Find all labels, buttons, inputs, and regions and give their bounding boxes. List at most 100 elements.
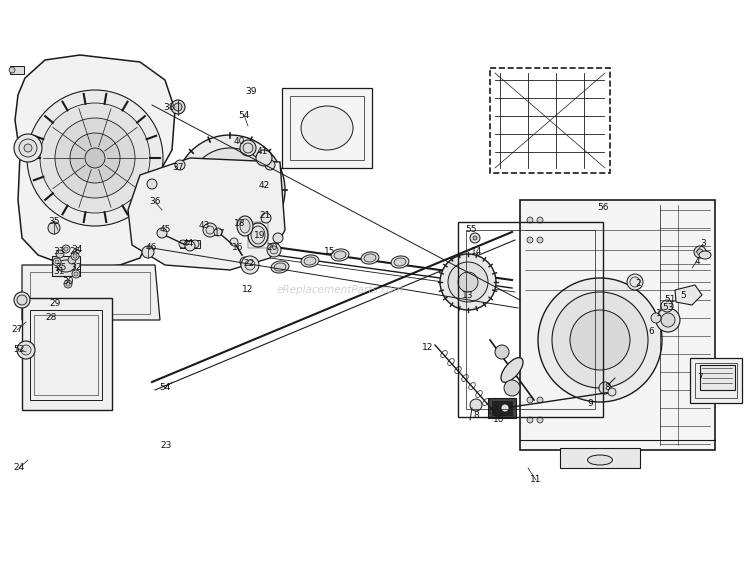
- Circle shape: [448, 262, 488, 302]
- Bar: [282, 88, 372, 168]
- Text: 42: 42: [258, 182, 270, 191]
- Text: 32: 32: [70, 263, 82, 272]
- Polygon shape: [128, 158, 285, 270]
- Circle shape: [470, 399, 482, 411]
- Text: 6: 6: [648, 327, 654, 336]
- Circle shape: [72, 270, 80, 278]
- Text: 33: 33: [53, 247, 64, 256]
- Circle shape: [537, 417, 543, 423]
- Text: 23: 23: [160, 441, 172, 451]
- Circle shape: [48, 222, 60, 234]
- Ellipse shape: [251, 226, 265, 244]
- Circle shape: [694, 246, 706, 258]
- Text: 15: 15: [324, 247, 336, 255]
- Circle shape: [19, 139, 37, 157]
- Text: 24: 24: [13, 464, 25, 473]
- Circle shape: [267, 243, 281, 257]
- Text: eReplacementParts.com: eReplacementParts.com: [277, 285, 404, 295]
- Circle shape: [179, 240, 187, 248]
- Bar: [30, 310, 102, 400]
- Text: 54: 54: [159, 384, 171, 392]
- Text: 53: 53: [662, 303, 674, 312]
- Circle shape: [240, 257, 250, 267]
- Circle shape: [661, 300, 673, 312]
- Bar: [490, 68, 610, 173]
- Circle shape: [175, 135, 285, 245]
- Bar: [488, 398, 516, 418]
- Ellipse shape: [394, 258, 406, 266]
- Text: 3: 3: [700, 239, 706, 248]
- Circle shape: [273, 233, 283, 243]
- Circle shape: [697, 249, 703, 255]
- Ellipse shape: [248, 223, 268, 247]
- Circle shape: [14, 292, 30, 308]
- Text: 43: 43: [198, 221, 210, 230]
- Circle shape: [188, 148, 272, 232]
- Bar: [180, 240, 200, 248]
- Circle shape: [174, 103, 182, 111]
- Text: 10: 10: [494, 414, 505, 423]
- Circle shape: [261, 213, 271, 223]
- Circle shape: [202, 162, 258, 218]
- Circle shape: [214, 228, 222, 236]
- Text: 26: 26: [69, 247, 81, 256]
- Text: 5: 5: [680, 290, 686, 299]
- Circle shape: [570, 310, 630, 370]
- Bar: [290, 96, 364, 160]
- Circle shape: [64, 247, 68, 251]
- Ellipse shape: [501, 358, 523, 383]
- Text: 21: 21: [260, 211, 271, 220]
- Circle shape: [608, 388, 616, 396]
- Circle shape: [651, 313, 661, 323]
- Circle shape: [527, 417, 533, 423]
- Circle shape: [241, 256, 259, 274]
- Bar: [248, 222, 268, 248]
- Circle shape: [9, 67, 15, 73]
- Circle shape: [68, 256, 76, 264]
- Polygon shape: [22, 265, 160, 320]
- Circle shape: [66, 282, 70, 286]
- Circle shape: [552, 292, 648, 388]
- Circle shape: [40, 103, 150, 213]
- Text: 13: 13: [462, 291, 474, 301]
- Text: 35: 35: [48, 217, 60, 225]
- Text: 22: 22: [243, 259, 254, 268]
- Circle shape: [71, 252, 79, 260]
- Circle shape: [265, 160, 275, 170]
- Text: 45: 45: [159, 225, 171, 234]
- Circle shape: [216, 176, 244, 204]
- Ellipse shape: [331, 249, 349, 261]
- Text: 19: 19: [254, 230, 266, 239]
- Text: 14: 14: [471, 247, 483, 255]
- Circle shape: [240, 140, 256, 156]
- Circle shape: [527, 217, 533, 223]
- Ellipse shape: [391, 256, 409, 268]
- Circle shape: [55, 260, 59, 264]
- Text: 36: 36: [149, 198, 160, 207]
- Text: 40: 40: [233, 136, 244, 145]
- Circle shape: [458, 272, 478, 292]
- Circle shape: [24, 144, 32, 152]
- Circle shape: [206, 226, 214, 234]
- Text: 4: 4: [694, 256, 700, 265]
- Circle shape: [538, 278, 662, 402]
- Circle shape: [203, 223, 217, 237]
- Circle shape: [70, 133, 120, 183]
- Ellipse shape: [361, 252, 379, 264]
- Text: 1: 1: [656, 308, 662, 318]
- Circle shape: [147, 179, 157, 189]
- Bar: [560, 448, 640, 468]
- Ellipse shape: [587, 455, 613, 465]
- Circle shape: [537, 237, 543, 243]
- Circle shape: [17, 341, 35, 359]
- Text: 52: 52: [13, 345, 25, 354]
- Circle shape: [17, 295, 27, 305]
- Circle shape: [656, 308, 680, 332]
- Circle shape: [64, 280, 72, 288]
- Circle shape: [537, 217, 543, 223]
- Ellipse shape: [699, 251, 711, 259]
- Text: 44: 44: [182, 239, 194, 248]
- Circle shape: [495, 345, 509, 359]
- Bar: [34, 315, 98, 395]
- Bar: [695, 363, 737, 398]
